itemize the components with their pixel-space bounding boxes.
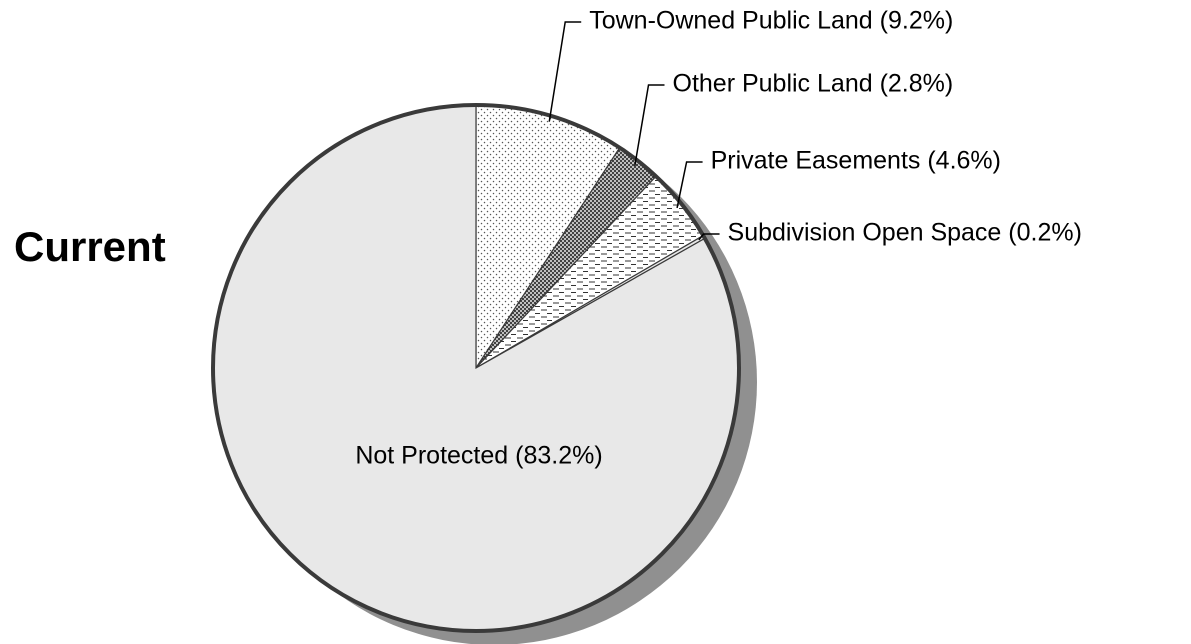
leader-line-private-easements [676, 161, 703, 209]
pie-outline [211, 103, 741, 633]
slice-label-not-protected: Not Protected (83.2%) [355, 442, 602, 470]
slice-label-town-owned-public-land: Town-Owned Public Land (9.2%) [589, 7, 953, 35]
slice-label-private-easements: Private Easements (4.6%) [711, 147, 1001, 175]
leader-line-other-public-land [634, 84, 665, 167]
leader-line-town-owned-public-land [548, 21, 582, 122]
leader-line-subdivision-open-space [698, 233, 720, 241]
pie-slices [212, 104, 740, 632]
slice-labels: Town-Owned Public Land (9.2%) Other Publi… [355, 7, 1082, 470]
slice-label-subdivision-open-space: Subdivision Open Space (0.2%) [728, 219, 1082, 247]
leader-lines [548, 21, 720, 241]
slice-label-other-public-land: Other Public Land (2.8%) [673, 70, 954, 98]
chart-title: Current [14, 223, 166, 270]
